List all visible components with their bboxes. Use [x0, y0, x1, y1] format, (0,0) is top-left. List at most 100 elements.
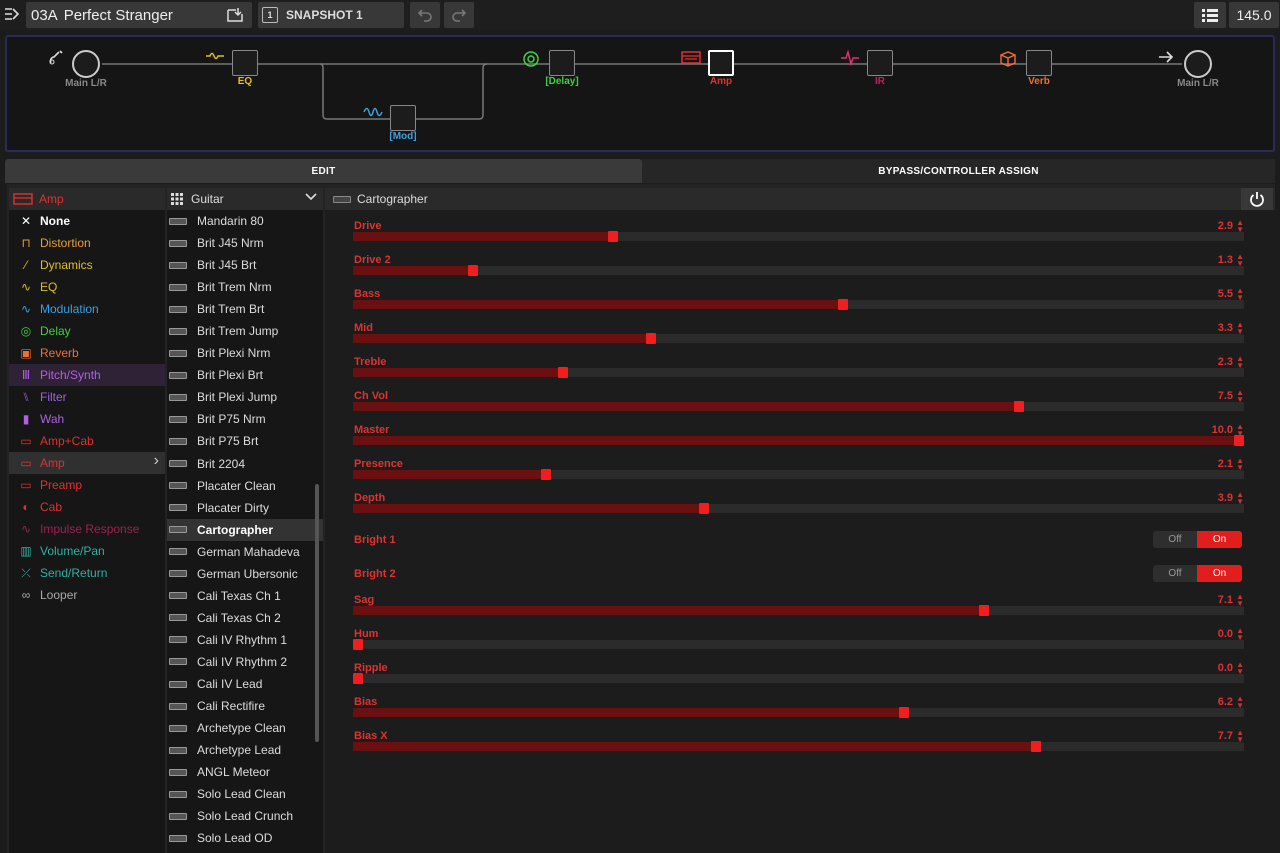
- param-value[interactable]: 7.1: [1217, 594, 1233, 606]
- slider-track[interactable]: [353, 469, 1244, 480]
- model-item[interactable]: Brit J45 Brt: [167, 254, 323, 276]
- slider-track[interactable]: [353, 435, 1244, 446]
- redo-button[interactable]: [444, 2, 474, 28]
- slider-thumb[interactable]: [540, 469, 551, 480]
- param-value[interactable]: 6.2: [1217, 696, 1233, 708]
- tempo-display[interactable]: 145.0: [1229, 2, 1279, 28]
- up-down-arrows-icon[interactable]: ▲ ▼: [1236, 490, 1244, 506]
- snapshot-selector[interactable]: 1 SNAPSHOT 1: [258, 2, 404, 28]
- model-item[interactable]: Cali Texas Ch 2: [167, 607, 323, 629]
- category-item[interactable]: ▮ Wah: [9, 408, 165, 430]
- category-item[interactable]: ▥ Volume/Pan: [9, 540, 165, 562]
- param-value[interactable]: 2.3: [1217, 356, 1233, 368]
- toggle-on-option[interactable]: On: [1197, 531, 1242, 548]
- up-down-arrows-icon[interactable]: ▲ ▼: [1236, 286, 1244, 302]
- preset-list-button[interactable]: [1194, 2, 1226, 28]
- slider-thumb[interactable]: [608, 231, 619, 242]
- slider-thumb[interactable]: [699, 503, 710, 514]
- up-down-arrows-icon[interactable]: ▲ ▼: [1236, 728, 1244, 744]
- up-down-arrows-icon[interactable]: ▲ ▼: [1236, 592, 1244, 608]
- model-item[interactable]: Brit Plexi Jump: [167, 386, 323, 408]
- slider-track[interactable]: [353, 639, 1244, 650]
- up-down-arrows-icon[interactable]: ▲ ▼: [1236, 388, 1244, 404]
- category-item[interactable]: ▣ Reverb: [9, 342, 165, 364]
- slider-thumb[interactable]: [978, 605, 989, 616]
- param-value[interactable]: 3.9: [1217, 492, 1233, 504]
- slider-track[interactable]: [353, 707, 1244, 718]
- up-down-arrows-icon[interactable]: ▲ ▼: [1236, 694, 1244, 710]
- slider-track[interactable]: [353, 673, 1244, 684]
- undo-button[interactable]: [410, 2, 440, 28]
- chain-amp-node[interactable]: Amp: [681, 50, 761, 88]
- up-down-arrows-icon[interactable]: ▲ ▼: [1236, 456, 1244, 472]
- model-category-dropdown[interactable]: Guitar: [167, 188, 323, 210]
- model-item[interactable]: Brit Plexi Nrm: [167, 342, 323, 364]
- category-item[interactable]: ⊓ Distortion: [9, 232, 165, 254]
- param-value[interactable]: 7.5: [1217, 390, 1233, 402]
- tab-bypass-controller-assign[interactable]: BYPASS/CONTROLLER ASSIGN: [642, 159, 1275, 183]
- chain-delay-node[interactable]: [Delay]: [522, 50, 602, 88]
- param-value[interactable]: 5.5: [1217, 288, 1233, 300]
- model-item[interactable]: Cali IV Lead: [167, 673, 323, 695]
- slider-thumb[interactable]: [1234, 435, 1244, 446]
- tab-edit[interactable]: EDIT: [5, 159, 642, 183]
- model-item[interactable]: Brit P75 Nrm: [167, 408, 323, 430]
- category-item[interactable]: ⑊ Filter: [9, 386, 165, 408]
- up-down-arrows-icon[interactable]: ▲ ▼: [1236, 252, 1244, 268]
- slider-thumb[interactable]: [1013, 401, 1024, 412]
- slider-track[interactable]: [353, 401, 1244, 412]
- chain-mod-node[interactable]: [Mod]: [363, 105, 443, 143]
- model-item[interactable]: ANGL Meteor: [167, 761, 323, 783]
- panel-toggle-icon[interactable]: [3, 5, 21, 23]
- slider-track[interactable]: [353, 741, 1244, 752]
- save-icon[interactable]: [226, 7, 244, 23]
- chain-eq-node[interactable]: EQ: [205, 50, 285, 88]
- param-value[interactable]: 0.0: [1217, 662, 1233, 674]
- slider-thumb[interactable]: [353, 639, 363, 650]
- chain-output-node[interactable]: Main L/R: [1158, 50, 1238, 90]
- chain-input-node[interactable]: Main L/R: [46, 50, 126, 90]
- model-list-scrollbar[interactable]: [315, 484, 319, 742]
- slider-track[interactable]: [353, 503, 1244, 514]
- model-item[interactable]: Solo Lead Crunch: [167, 805, 323, 827]
- category-item[interactable]: ∿ Impulse Response: [9, 518, 165, 540]
- model-item[interactable]: Brit 2204: [167, 453, 323, 475]
- toggle-off-option[interactable]: Off: [1153, 565, 1197, 582]
- model-item[interactable]: Cartographer: [167, 518, 323, 541]
- category-item[interactable]: ⁄ Dynamics: [9, 254, 165, 276]
- up-down-arrows-icon[interactable]: ▲ ▼: [1236, 218, 1244, 234]
- slider-thumb[interactable]: [646, 333, 657, 344]
- model-item[interactable]: Cali IV Rhythm 1: [167, 629, 323, 651]
- model-item[interactable]: Placater Clean: [167, 475, 323, 497]
- toggle-off-option[interactable]: Off: [1153, 531, 1197, 548]
- model-item[interactable]: Brit J45 Nrm: [167, 232, 323, 254]
- category-item[interactable]: ◎ Delay: [9, 320, 165, 342]
- model-item[interactable]: Brit Trem Brt: [167, 298, 323, 320]
- model-item[interactable]: Mandarin 80: [167, 210, 323, 232]
- up-down-arrows-icon[interactable]: ▲ ▼: [1236, 354, 1244, 370]
- up-down-arrows-icon[interactable]: ▲ ▼: [1236, 626, 1244, 642]
- preset-selector[interactable]: 03A Perfect Stranger: [26, 2, 252, 28]
- model-item[interactable]: Brit P75 Brt: [167, 430, 323, 452]
- model-item[interactable]: Cali Texas Ch 1: [167, 585, 323, 607]
- model-item[interactable]: Brit Trem Nrm: [167, 276, 323, 298]
- up-down-arrows-icon[interactable]: ▲ ▼: [1236, 422, 1244, 438]
- category-item[interactable]: ∿ Modulation: [9, 298, 165, 320]
- slider-track[interactable]: [353, 333, 1244, 344]
- slider-thumb[interactable]: [467, 265, 478, 276]
- category-item[interactable]: ▭ Amp+Cab: [9, 430, 165, 452]
- param-value[interactable]: 10.0: [1211, 424, 1233, 436]
- bypass-power-button[interactable]: [1241, 188, 1273, 210]
- param-value[interactable]: 2.9: [1217, 220, 1233, 232]
- category-item[interactable]: ▭ Preamp: [9, 474, 165, 496]
- up-down-arrows-icon[interactable]: ▲ ▼: [1236, 660, 1244, 676]
- slider-track[interactable]: [353, 367, 1244, 378]
- slider-thumb[interactable]: [558, 367, 569, 378]
- category-item[interactable]: ⤫ Send/Return: [9, 562, 165, 584]
- category-item[interactable]: ◐ Cab: [9, 496, 165, 518]
- on-off-switch[interactable]: Off On: [1153, 531, 1242, 548]
- param-value[interactable]: 2.1: [1217, 458, 1233, 470]
- slider-thumb[interactable]: [837, 299, 848, 310]
- up-down-arrows-icon[interactable]: ▲ ▼: [1236, 320, 1244, 336]
- category-item[interactable]: Ⅲ Pitch/Synth: [9, 364, 165, 386]
